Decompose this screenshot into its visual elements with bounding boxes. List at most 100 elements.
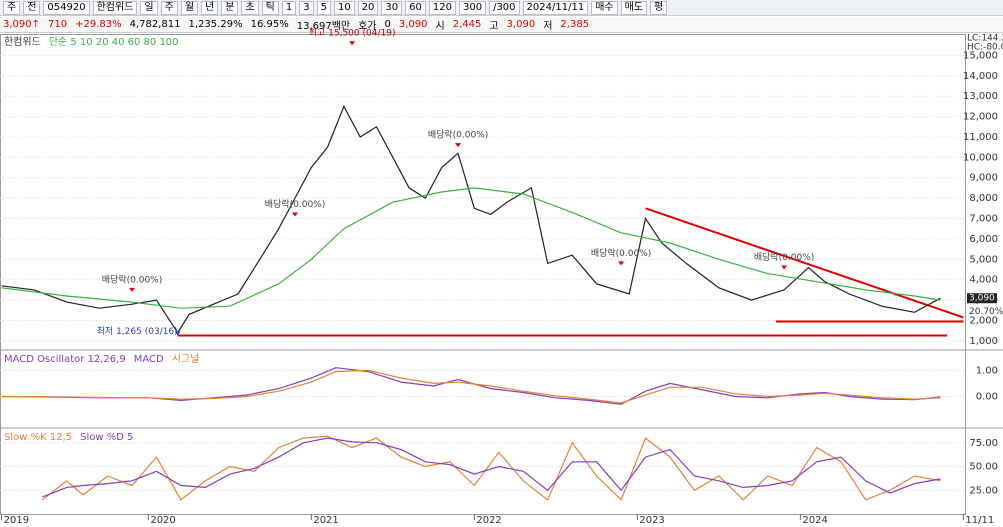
info-item: 0	[384, 19, 391, 30]
annotation-marker	[292, 212, 299, 217]
legend-entry: MACD	[134, 354, 164, 365]
price-label: 20.70%	[969, 307, 1003, 317]
y-tick-label: 6,000	[969, 234, 998, 245]
toolbar-button[interactable]: 틱	[261, 0, 279, 15]
info-item: 13,697백만	[296, 21, 351, 32]
toolbar-button[interactable]: 매도	[620, 0, 647, 15]
annotation: 최저 1,265 (03/16)	[97, 326, 178, 337]
info-item: 2,445	[452, 19, 482, 30]
y-tick-label: 2,000	[969, 315, 998, 326]
info-bar: 3,090↑ 710 +29.83% 4,782,811 1,235.29% 16.95%…	[0, 17, 1003, 33]
panel-title: MACD Oscillator 12,26,9	[4, 354, 126, 365]
toolbar-button[interactable]: 054920	[43, 0, 90, 15]
y-tick-label: 5,000	[969, 254, 998, 265]
toolbar-button[interactable]: 120	[428, 0, 456, 15]
info-item: 4,782,811	[129, 19, 181, 30]
toolbar-button[interactable]: 월	[180, 0, 199, 15]
info-item: 호가	[358, 21, 377, 32]
y-tick-label: 11,000	[963, 132, 998, 143]
toolbar-button[interactable]: 한컴위드	[92, 0, 138, 15]
info-item: +29.83%	[75, 19, 122, 30]
series-line	[1, 367, 941, 405]
annotation: 최고 15,500 (04/19)	[309, 28, 396, 39]
y-tick-label: 0.00	[976, 391, 998, 402]
info-item: 2,385	[560, 19, 590, 30]
y-tick-label: 15,000	[963, 50, 998, 61]
annotation: 배당락(0.00%)	[591, 247, 651, 259]
toolbar-button[interactable]: 주	[160, 0, 178, 15]
toolbar-button[interactable]: 매수	[591, 0, 618, 15]
annotation: 배당락(0.00%)	[754, 251, 814, 263]
annotation: 배당락(0.00%)	[265, 198, 325, 210]
toolbar-button[interactable]: 3	[299, 0, 314, 15]
x-tick-label: 2021	[313, 515, 338, 526]
corner-label: HC:-80.0	[967, 43, 1003, 53]
info-item: 1,235.29%	[188, 19, 243, 30]
annotation: 배당락(0.00%)	[428, 129, 488, 141]
y-tick-label: 10,000	[963, 152, 998, 163]
toolbar-button[interactable]: 2024/11/11	[522, 0, 589, 15]
annotation-marker	[455, 143, 462, 148]
annotation-marker	[129, 287, 136, 292]
toolbar-button[interactable]: 20	[357, 0, 379, 15]
annotation-marker	[781, 265, 788, 270]
y-tick-label: 12,000	[963, 112, 998, 123]
info-item: 3,090	[398, 19, 428, 30]
x-tick-label: 2023	[639, 515, 664, 526]
toolbar-button[interactable]: 300	[458, 0, 487, 15]
y-tick-label: 13,000	[963, 91, 998, 102]
series-line	[42, 437, 941, 498]
info-item: 3,090↑	[3, 19, 41, 30]
info-item: 16.95%	[250, 19, 289, 30]
info-item: 시	[435, 21, 445, 32]
y-tick-label: 1,000	[969, 336, 998, 347]
info-item: 3,090	[506, 19, 536, 30]
x-tick-label: 2024	[802, 515, 827, 526]
legend-entry: Slow %K 12,5	[4, 432, 72, 443]
price-tag	[967, 293, 997, 304]
x-tick-label: 2022	[476, 515, 501, 526]
annotation: 배당락(0.00%)	[102, 273, 162, 285]
toolbar-button[interactable]: 30	[381, 0, 403, 15]
y-tick-label: 50.00	[969, 462, 998, 473]
legend-entry: Slow %D 5	[80, 432, 133, 443]
info-item: 저	[543, 21, 553, 32]
panel-title: 한컴위드	[4, 35, 41, 48]
series-line	[1, 187, 941, 309]
y-tick-label: 4,000	[969, 275, 998, 286]
toolbar-button[interactable]: 년	[201, 0, 219, 15]
annotation-marker	[174, 331, 181, 336]
y-tick-label: 1.00	[976, 365, 998, 376]
toolbar-button[interactable]: 초	[241, 0, 259, 15]
toolbar: 주 전 054920 한컴위드 일 주 월 년 분 초 틱 1 3 5 10 20 30 60 120 300/300…	[0, 0, 1003, 16]
series-line	[1, 104, 941, 334]
toolbar-button[interactable]: 10	[333, 0, 355, 15]
y-tick-label: 25.00	[969, 485, 998, 496]
series-line	[42, 435, 941, 501]
legend-entry: 단순 5 10 20 40 60 80 100	[49, 36, 179, 48]
y-tick-label: 75.00	[969, 438, 998, 449]
info-item: 710	[48, 19, 68, 30]
toolbar-button[interactable]: 1	[281, 0, 297, 15]
toolbar-button[interactable]: 전	[23, 0, 41, 15]
toolbar-button[interactable]: 5	[316, 0, 331, 15]
info-item: 고	[489, 21, 499, 32]
annotation-marker	[618, 261, 625, 266]
plot-frame	[0, 34, 966, 515]
toolbar-button[interactable]: 분	[221, 0, 239, 15]
y-tick-label: 8,000	[969, 193, 998, 204]
toolbar-button[interactable]: 일	[140, 0, 158, 15]
y-tick-label: 7,000	[969, 214, 998, 225]
toolbar-button[interactable]: 60	[405, 0, 426, 15]
x-tick-label: 11/11	[965, 515, 994, 526]
series-line	[1, 369, 941, 404]
trendline	[645, 207, 964, 319]
toolbar-button[interactable]: 주	[3, 0, 21, 15]
toolbar-button[interactable]: /300	[489, 0, 520, 15]
y-tick-label: 14,000	[963, 71, 998, 82]
toolbar-button[interactable]: 평	[650, 0, 668, 15]
legend-entry: 시그널	[172, 353, 200, 365]
corner-label: LC:144.2	[967, 34, 1003, 44]
